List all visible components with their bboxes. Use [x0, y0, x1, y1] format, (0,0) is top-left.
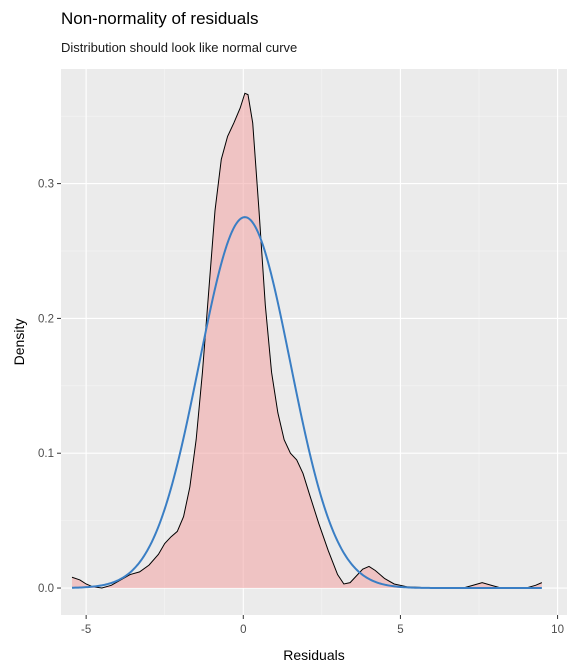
y-tick-label: 0.2 — [38, 313, 54, 325]
chart-title: Non-normality of residuals — [61, 9, 259, 28]
y-axis-ticks: 0.0 0.1 0.2 0.3 — [38, 179, 61, 595]
y-tick-label: 0.0 — [38, 583, 54, 595]
x-tick-label: 0 — [240, 624, 246, 636]
x-tick-label: -5 — [81, 624, 91, 636]
density-outline — [71, 92, 543, 589]
x-axis-ticks: -5 0 5 10 — [81, 615, 564, 636]
normal-curve — [71, 216, 542, 590]
y-axis-title: Density — [11, 319, 27, 366]
y-tick-label: 0.3 — [38, 179, 54, 191]
x-axis-title: Residuals — [283, 647, 344, 663]
density-area — [72, 93, 542, 589]
x-tick-label: 5 — [397, 624, 403, 636]
chart-subtitle: Distribution should look like normal cur… — [61, 40, 298, 55]
y-tick-label: 0.1 — [38, 448, 54, 460]
x-tick-label: 10 — [551, 624, 564, 636]
